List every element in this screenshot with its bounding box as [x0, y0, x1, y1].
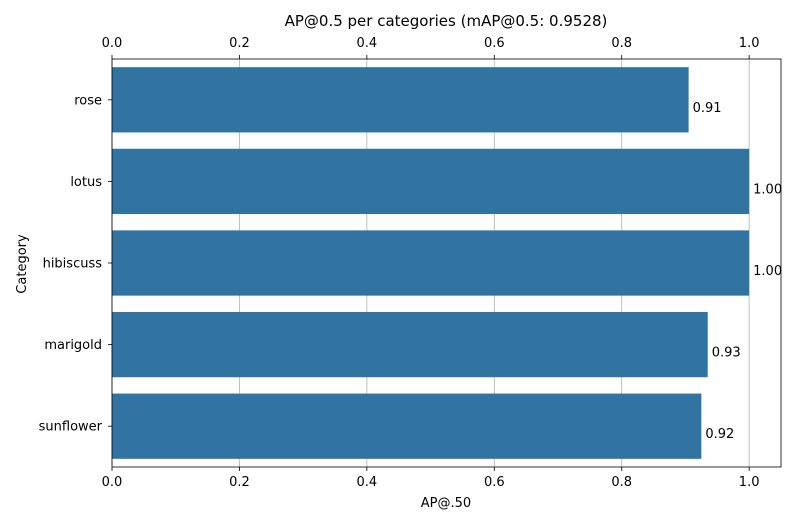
y-tick-label-lotus: lotus: [70, 175, 102, 190]
data-label-rose: 0.91: [693, 101, 722, 116]
x-tick-label-bottom-2: 0.4: [357, 475, 378, 490]
y-tick-label-rose: rose: [74, 93, 102, 108]
x-tick-label-bottom-1: 0.2: [229, 475, 250, 490]
x-tick-label-bottom-5: 1.0: [739, 475, 760, 490]
x-tick-label-bottom-3: 0.6: [484, 475, 505, 490]
plot-frame: [111, 58, 782, 468]
data-label-sunflower: 0.92: [705, 427, 734, 442]
x-tick-label-top-5: 1.0: [739, 36, 760, 51]
data-label-hibiscuss: 1.00: [753, 264, 782, 279]
bar-rose: [112, 67, 689, 133]
bar-sunflower: [112, 393, 702, 459]
bar-lotus: [112, 148, 750, 215]
x-tick-label-top-0: 0.0: [102, 36, 123, 51]
y-tick-label-sunflower: sunflower: [39, 420, 103, 435]
y-tick-label-hibiscuss: hibiscuss: [43, 257, 103, 272]
axes: [108, 55, 782, 471]
x-tick-label-top-3: 0.6: [484, 36, 505, 51]
y-axis-label: Category: [15, 234, 30, 294]
bar-hibiscuss: [112, 230, 750, 296]
x-tick-label-top-2: 0.4: [357, 36, 378, 51]
y-tick-label-marigold: marigold: [44, 338, 102, 353]
x-tick-label-top-1: 0.2: [229, 36, 250, 51]
x-tick-label-bottom-4: 0.8: [611, 475, 632, 490]
x-axis-label: AP@.50: [421, 496, 471, 511]
labels: rose 0.91 lotus 1.00 hibiscuss 1.00 marigold 0.…: [39, 36, 782, 490]
x-tick-label-bottom-0: 0.0: [102, 475, 123, 490]
data-label-lotus: 1.00: [753, 182, 782, 197]
bars: [112, 67, 750, 459]
bar-marigold: [112, 311, 708, 378]
data-label-marigold: 0.93: [712, 346, 741, 361]
chart-title: AP@0.5 per categories (mAP@0.5: 0.9528): [285, 12, 608, 30]
x-tick-label-top-4: 0.8: [611, 36, 632, 51]
